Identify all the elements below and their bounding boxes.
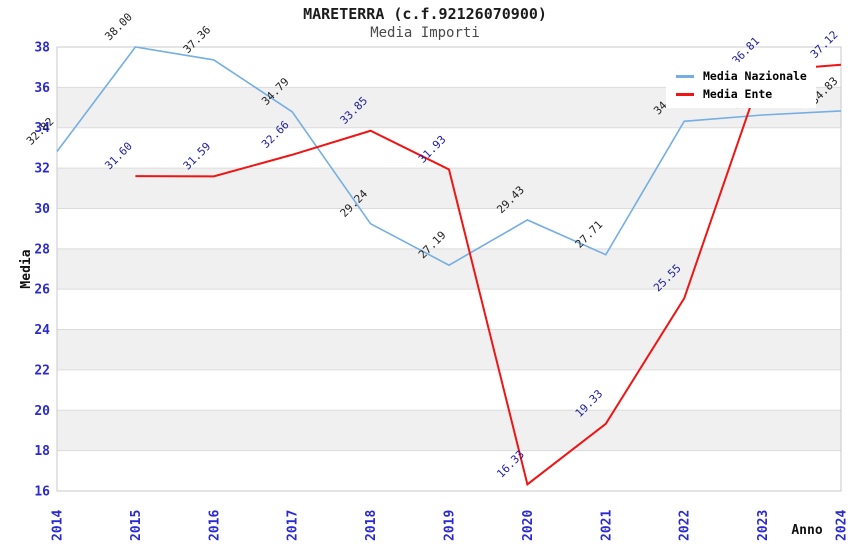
- plot-bands: [57, 87, 841, 451]
- y-tick-labels: 16 18 20 22 24 26 28 30 32 34 36 38: [34, 41, 50, 500]
- svg-text:2024: 2024: [835, 510, 850, 541]
- chart-subtitle: Media Importi: [370, 25, 480, 41]
- svg-text:24: 24: [34, 323, 50, 338]
- svg-text:30: 30: [34, 202, 50, 217]
- svg-text:2019: 2019: [443, 510, 458, 541]
- svg-text:32.82: 32.82: [24, 115, 57, 148]
- legend-item-media-ente: Media Ente: [676, 85, 807, 103]
- series-line-media-ente: [135, 63, 842, 487]
- plot-border: [56, 46, 842, 492]
- series-line-media-nazionale: [56, 46, 842, 267]
- svg-text:2014: 2014: [51, 510, 66, 541]
- page-title: MARETERRA (c.f.92126070900): [303, 5, 547, 23]
- x-axis-title: Anno: [791, 523, 822, 538]
- y-gridlines: [57, 86, 841, 452]
- svg-text:18: 18: [34, 444, 50, 459]
- svg-text:22: 22: [34, 363, 50, 378]
- svg-text:2020: 2020: [521, 510, 536, 541]
- svg-text:2021: 2021: [599, 510, 614, 541]
- svg-text:36: 36: [34, 81, 50, 96]
- svg-text:37.12: 37.12: [808, 28, 841, 61]
- svg-text:32: 32: [34, 162, 50, 177]
- svg-text:28: 28: [34, 242, 50, 257]
- svg-text:2017: 2017: [286, 510, 301, 541]
- svg-text:37.36: 37.36: [181, 23, 214, 56]
- legend-item-media-nazionale: Media Nazionale: [676, 67, 807, 85]
- legend: Media Nazionale Media Ente: [666, 62, 816, 108]
- svg-text:38: 38: [34, 41, 50, 56]
- svg-text:2018: 2018: [364, 510, 379, 541]
- svg-text:16: 16: [34, 485, 50, 500]
- x-tick-labels: 2014 2015 2016 2017 2018 2019 2020 2021 2022 2023…: [51, 510, 850, 541]
- legend-line-swatch-red: [676, 92, 694, 96]
- svg-text:34: 34: [34, 121, 50, 136]
- y-axis-title: Media: [19, 249, 34, 288]
- svg-text:2015: 2015: [129, 510, 144, 541]
- svg-text:26: 26: [34, 283, 50, 298]
- svg-text:20: 20: [34, 404, 50, 419]
- svg-text:2016: 2016: [207, 510, 222, 541]
- legend-label-media-nazionale: Media Nazionale: [703, 69, 807, 83]
- svg-text:2022: 2022: [678, 510, 693, 541]
- svg-text:38.00: 38.00: [102, 11, 135, 44]
- legend-line-swatch-blue: [676, 74, 694, 78]
- svg-text:2023: 2023: [756, 510, 771, 541]
- svg-text:27.71: 27.71: [573, 218, 606, 251]
- legend-label-media-ente: Media Ente: [703, 87, 773, 101]
- svg-text:31.60: 31.60: [102, 140, 135, 173]
